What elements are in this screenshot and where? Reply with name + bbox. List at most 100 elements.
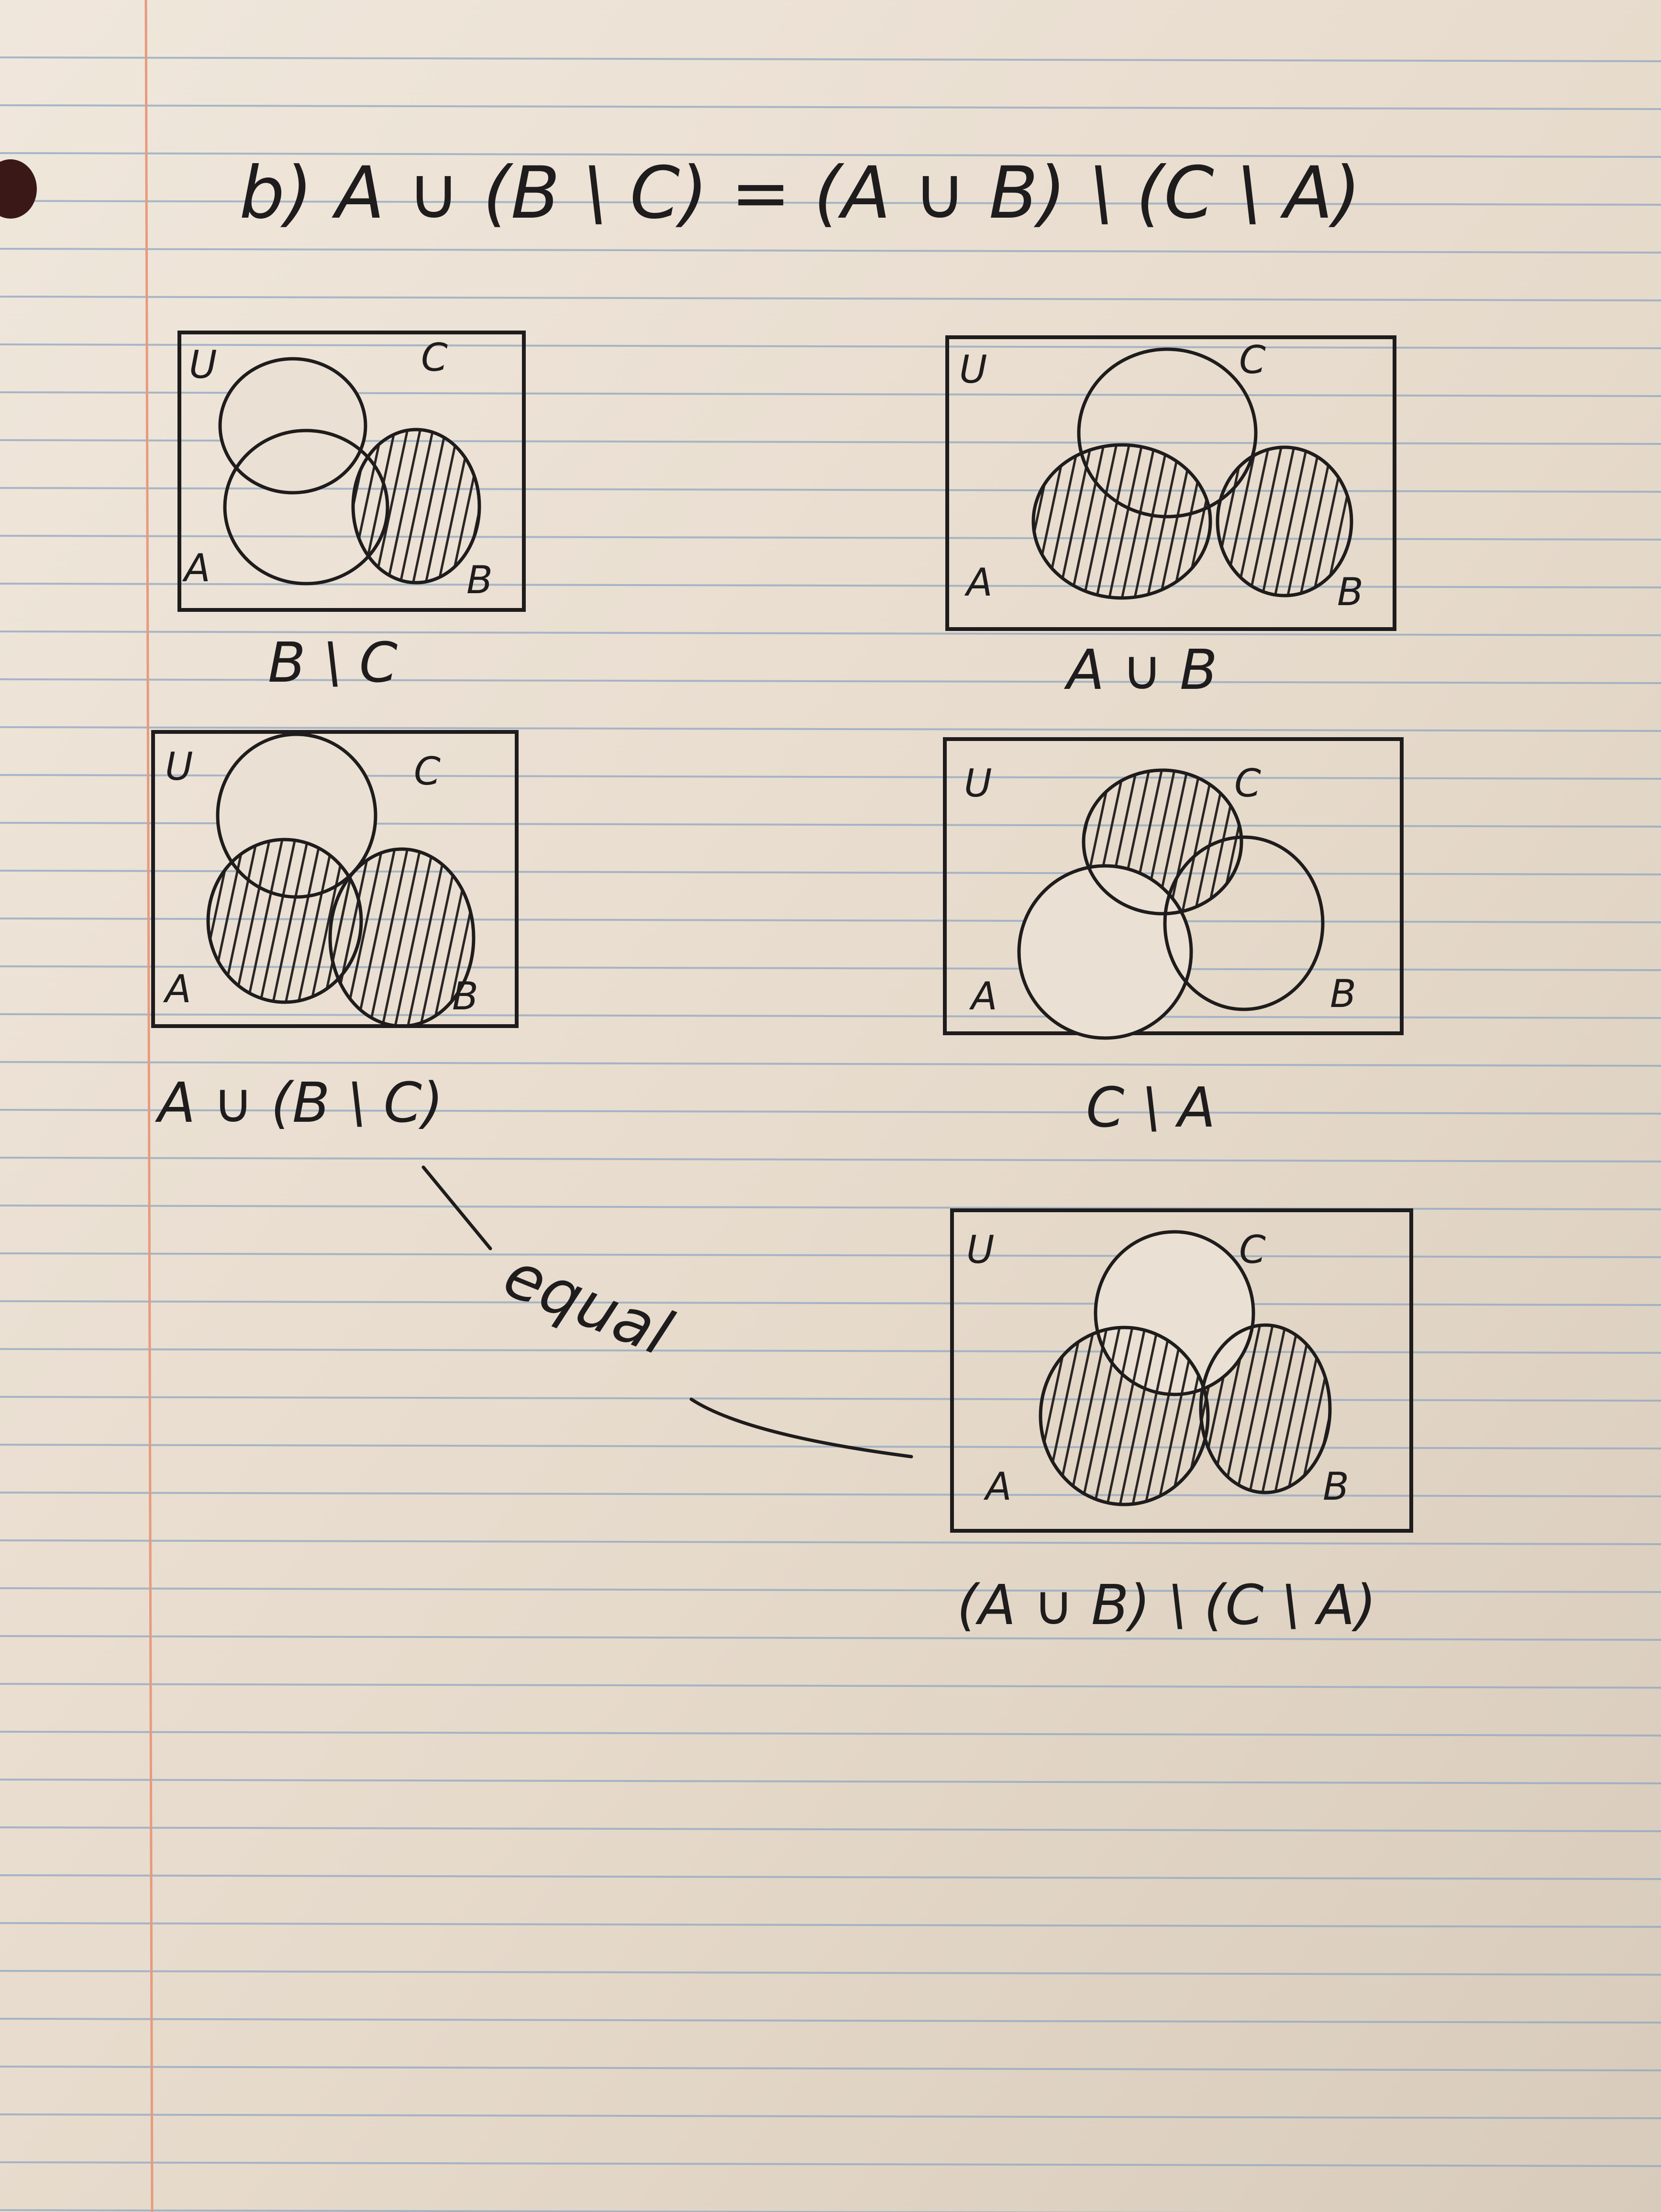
universe-box: [151, 730, 519, 1028]
ruled-line: [0, 1396, 1661, 1402]
ruled-line: [0, 1109, 1661, 1115]
universe-label: U: [189, 343, 217, 387]
ruled-line: [0, 630, 1661, 636]
venn-diagram-a-union-b: U C A B A ∪ B: [945, 335, 1396, 702]
region-b-minus-c: [353, 430, 479, 583]
binder-hole: [0, 159, 37, 219]
ruled-line: [0, 1970, 1661, 1976]
ruled-line: [0, 1779, 1661, 1784]
set-a-label: A: [983, 1464, 1012, 1509]
set-a-label: A: [182, 546, 210, 590]
ruled-line: [0, 56, 1661, 62]
set-b-label: B: [452, 974, 478, 1018]
set-c-label: C: [414, 749, 441, 794]
circle-a: [1017, 864, 1193, 1040]
circle-b: [1199, 1323, 1332, 1494]
circle-c: [1082, 768, 1243, 916]
region-b-minus-c: [330, 849, 474, 1026]
ruled-line: [0, 1348, 1661, 1354]
ruled-line: [0, 1587, 1661, 1593]
set-b-label: B: [1330, 972, 1356, 1016]
circle-b: [351, 428, 481, 585]
ruled-line: [0, 726, 1661, 732]
margin-line: [144, 0, 154, 2212]
ruled-line: [0, 535, 1661, 541]
venn-diagram-a-union-b-minus-c: U C A B A ∪ (B \ C): [151, 730, 519, 1135]
circle-a: [206, 838, 363, 1004]
problem-title: b) A ∪ (B \ C) = (A ∪ B) \ (C \ A): [239, 152, 1361, 235]
universe-box: [177, 331, 526, 612]
connector-line: [421, 1165, 492, 1250]
ruled-line: [0, 678, 1661, 684]
set-a-label: A: [964, 560, 993, 605]
ruled-line: [0, 1539, 1661, 1545]
set-b-label: B: [1337, 570, 1363, 614]
ruled-line: [0, 1826, 1661, 1832]
ruled-line: [0, 1731, 1661, 1736]
diagram-caption: (A ∪ B) \ (C \ A): [957, 1573, 1376, 1637]
set-a-label: A: [969, 974, 997, 1018]
ruled-line: [0, 200, 1661, 206]
region-a: [1041, 1327, 1208, 1504]
universe-label: U: [959, 347, 987, 392]
universe-box: [943, 737, 1404, 1035]
set-c-label: C: [1239, 1228, 1266, 1272]
region-b: [1218, 447, 1351, 596]
universe-box: [950, 1208, 1413, 1533]
ruled-line: [0, 343, 1661, 349]
venn-diagram-result: U C A B (A ∪ B) \ (C \ A): [950, 1208, 1413, 1637]
set-c-label: C: [421, 335, 448, 380]
circle-a: [1031, 443, 1212, 600]
circle-c: [218, 357, 367, 495]
set-a-label: A: [163, 967, 191, 1011]
ruled-line: [0, 248, 1661, 254]
set-b-label: B: [466, 558, 493, 602]
ruled-line: [0, 2209, 1246, 2212]
circle-c: [1077, 347, 1258, 519]
universe-label: U: [966, 1228, 995, 1272]
ruled-line: [0, 1300, 1661, 1306]
diagram-caption: C \ A: [1086, 1076, 1216, 1140]
ruled-line: [0, 1444, 1661, 1449]
connector-arrow: [689, 1397, 913, 1459]
ruled-line: [0, 1252, 1661, 1258]
diagram-caption: A ∪ B: [1063, 638, 1218, 702]
circle-b: [328, 847, 476, 1028]
ruled-line: [0, 1013, 1661, 1019]
region-a: [1033, 445, 1210, 598]
set-b-label: B: [1323, 1464, 1349, 1509]
circle-b: [1163, 835, 1325, 1011]
circle-c: [216, 732, 377, 899]
ruled-line: [0, 1635, 1661, 1641]
circle-c-cover: [220, 359, 365, 493]
ruled-line: [0, 1874, 1661, 1880]
ruled-line: [0, 2161, 1661, 2167]
ruled-line: [0, 104, 1661, 110]
circle-b: [1216, 445, 1353, 597]
universe-box: [945, 335, 1396, 631]
circle-a-cover: [1019, 866, 1191, 1038]
venn-diagram-c-minus-a: U C A B C \ A: [943, 737, 1404, 1140]
ruled-line: [0, 2066, 1661, 2071]
circle-c: [1094, 1230, 1255, 1396]
set-c-label: C: [1234, 761, 1261, 806]
circle-a: [1039, 1326, 1210, 1506]
universe-label: U: [165, 744, 193, 789]
ruled-line: [0, 152, 1661, 158]
ruled-line: [0, 1061, 1661, 1067]
ruled-line: [0, 583, 1661, 588]
ruled-line: [0, 1157, 1661, 1162]
venn-diagram-b-minus-c: U C A B B \ C: [177, 331, 526, 695]
diagram-caption: B \ C: [268, 631, 398, 695]
set-c-label: C: [1239, 338, 1266, 382]
diagram-caption: A ∪ (B \ C): [155, 1071, 443, 1135]
universe-label: U: [964, 761, 992, 806]
ruled-line: [0, 1492, 1661, 1497]
ruled-line: [0, 1922, 1661, 1928]
ruled-line: [0, 296, 1661, 301]
circle-a: [223, 429, 389, 586]
ruled-line: [0, 1683, 1661, 1689]
ruled-line: [0, 2113, 1661, 2119]
